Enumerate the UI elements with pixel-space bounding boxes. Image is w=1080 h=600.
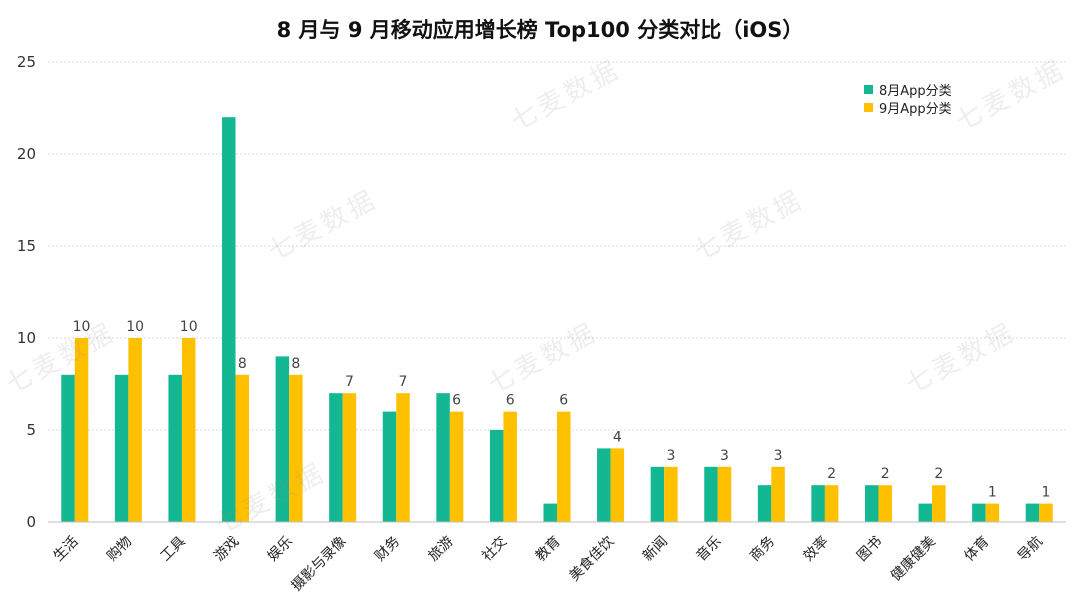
bar-sep [610, 448, 625, 522]
data-label: 2 [934, 466, 943, 482]
chart-title: 8 月与 9 月移动应用增长榜 Top100 分类对比（iOS） [276, 18, 804, 42]
data-label: 10 [73, 319, 91, 335]
bar-aug [918, 503, 933, 522]
bar-sep [74, 338, 89, 522]
bar-aug [597, 448, 611, 522]
y-tick-label: 10 [17, 329, 36, 347]
x-tick-label: 美食佳饮 [566, 533, 618, 585]
x-tick-label: 社交 [478, 533, 510, 565]
bar-sep [1039, 503, 1053, 522]
y-tick-label: 15 [17, 237, 36, 255]
x-tick-label: 娱乐 [265, 534, 296, 565]
bar-sep [342, 393, 357, 522]
bar-aug [114, 374, 129, 522]
bar-aug [222, 117, 236, 522]
x-tick-label: 工具 [158, 534, 189, 565]
bar-aug [650, 466, 665, 522]
x-tick-label: 商务 [747, 534, 778, 565]
y-tick-label: 5 [26, 421, 36, 439]
gridlines [48, 61, 1066, 431]
y-tick-label: 0 [26, 513, 36, 531]
bar-sep [771, 466, 785, 522]
data-label: 2 [827, 466, 836, 482]
bar-sep [449, 411, 464, 522]
y-tick-label: 20 [17, 145, 36, 163]
data-label: 7 [399, 374, 408, 390]
x-tick-label: 游戏 [211, 534, 242, 565]
bar-aug [543, 503, 557, 522]
bar-sep [878, 485, 892, 522]
x-tick-label: 教育 [533, 534, 564, 565]
x-tick-label: 体育 [961, 534, 992, 565]
bar-sep [824, 485, 839, 522]
y-tick-label: 25 [17, 53, 36, 71]
data-label: 8 [291, 356, 300, 372]
data-label: 3 [774, 448, 783, 464]
legend-label-aug: 8月App分类 [879, 83, 952, 99]
bar-aug [382, 411, 397, 522]
bar-aug [168, 374, 182, 522]
x-tick-label: 音乐 [693, 533, 725, 565]
bar-sep [181, 338, 196, 522]
data-label: 1 [1041, 485, 1050, 501]
legend-item-sep: 9月App分类 [864, 98, 952, 117]
bar-aug [1025, 503, 1040, 522]
bar-sep [717, 466, 732, 522]
x-tick-label: 效率 [800, 533, 832, 565]
data-label: 3 [720, 448, 729, 464]
bar-sep [985, 503, 1000, 522]
x-tick-label: 图书 [854, 534, 885, 565]
legend: 8月App分类 9月App分类 [864, 80, 952, 117]
bar-aug [864, 485, 879, 522]
data-label: 2 [881, 466, 890, 482]
data-label: 10 [180, 319, 198, 335]
data-label: 3 [666, 448, 675, 464]
bar-sep [289, 374, 303, 522]
x-tick-label: 生活 [51, 534, 82, 565]
bar-aug [489, 430, 504, 522]
legend-item-aug: 8月App分类 [864, 80, 952, 99]
bar-aug [61, 374, 75, 522]
bar-sep [664, 466, 678, 522]
x-tick-label: 新闻 [640, 534, 671, 565]
data-label: 7 [345, 374, 354, 390]
bar-aug [275, 356, 290, 522]
bar-sep [932, 485, 946, 522]
x-tick-label: 旅游 [426, 534, 457, 565]
x-tick-label: 购物 [104, 534, 135, 565]
data-label: 1 [988, 485, 997, 501]
data-label: 10 [126, 319, 144, 335]
legend-label-sep: 9月App分类 [879, 101, 952, 117]
legend-swatch-aug [864, 84, 873, 94]
x-tick-label: 导航 [1015, 534, 1046, 565]
bar-aug [704, 466, 718, 522]
x-tick-label: 健康健美 [887, 533, 939, 585]
bars [61, 117, 1053, 522]
bar-aug [972, 503, 986, 522]
bar-sep [396, 393, 410, 522]
legend-swatch-sep [864, 102, 873, 112]
bar-sep [235, 374, 250, 522]
x-tick-label: 摄影与录像 [289, 534, 350, 595]
bar-aug [757, 485, 772, 522]
data-label: 4 [613, 429, 622, 445]
bar-aug [329, 393, 343, 522]
bar-aug [811, 485, 825, 522]
bar-sep [557, 411, 571, 522]
data-label: 6 [452, 393, 461, 409]
bar-sep [128, 338, 142, 522]
data-label: 6 [559, 393, 568, 409]
data-label: 8 [238, 356, 247, 372]
data-labels: 10 10 10 8 8 7 7 6 6 6 4 3 3 3 2 2 2 1 1 [73, 319, 1051, 501]
bar-sep [503, 411, 517, 522]
data-label: 6 [506, 393, 515, 409]
x-tick-label: 财务 [372, 534, 403, 565]
bar-aug [436, 393, 450, 522]
